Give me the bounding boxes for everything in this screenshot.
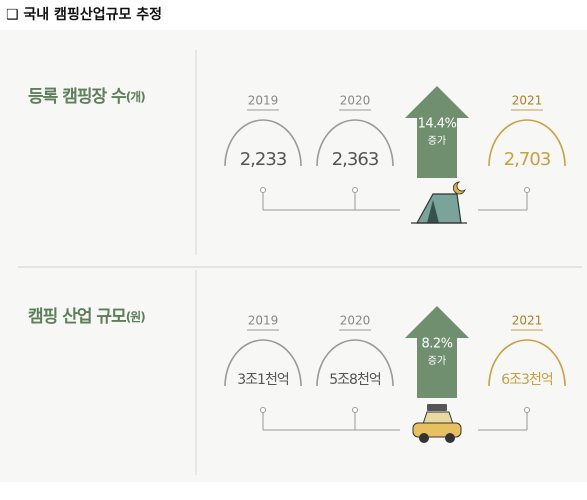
node	[352, 187, 358, 193]
node	[524, 187, 530, 193]
arc	[224, 119, 302, 167]
year: 2021	[512, 94, 543, 108]
arc	[224, 339, 302, 387]
growth-rate: 14.4%	[418, 117, 457, 132]
page-title: ❑ 국내 캠핑산업규모 추정	[6, 6, 162, 23]
growth-rate: 8.2%	[421, 337, 452, 352]
value: 2,703	[504, 149, 551, 170]
value: 5조8천억	[329, 372, 381, 388]
node	[524, 407, 530, 413]
panel	[0, 30, 587, 482]
arc	[488, 339, 566, 387]
year: 2021	[512, 314, 543, 328]
arc	[316, 119, 394, 167]
car-wheel	[419, 433, 429, 443]
label-text: 캠핑 산업 규모	[28, 307, 127, 327]
value: 6조3천억	[501, 372, 553, 388]
year: 2020	[340, 94, 371, 108]
section-label: 캠핑 산업 규모(원)	[28, 307, 145, 327]
value: 2,363	[332, 149, 379, 170]
car-body-top	[422, 411, 454, 425]
arc	[316, 339, 394, 387]
arc	[488, 119, 566, 167]
label-text: 등록 캠핑장 수	[28, 87, 127, 107]
growth-label: 증가	[428, 355, 446, 367]
label-unit: (개)	[126, 90, 146, 104]
car-wheel	[445, 433, 455, 443]
node	[260, 187, 266, 193]
tent-door	[427, 200, 439, 223]
value: 3조1천억	[237, 372, 289, 388]
label-unit: (원)	[126, 310, 146, 324]
moon-icon	[453, 181, 466, 195]
node	[352, 407, 358, 413]
year: 2019	[248, 94, 279, 108]
node	[260, 407, 266, 413]
year: 2019	[248, 314, 279, 328]
value: 2,233	[240, 149, 287, 170]
growth-arrow	[405, 306, 469, 398]
car-roof-rack	[427, 404, 447, 411]
year: 2020	[340, 314, 371, 328]
growth-arrow	[405, 86, 469, 178]
growth-label: 증가	[428, 135, 446, 147]
section-label: 등록 캠핑장 수(개)	[28, 87, 145, 107]
